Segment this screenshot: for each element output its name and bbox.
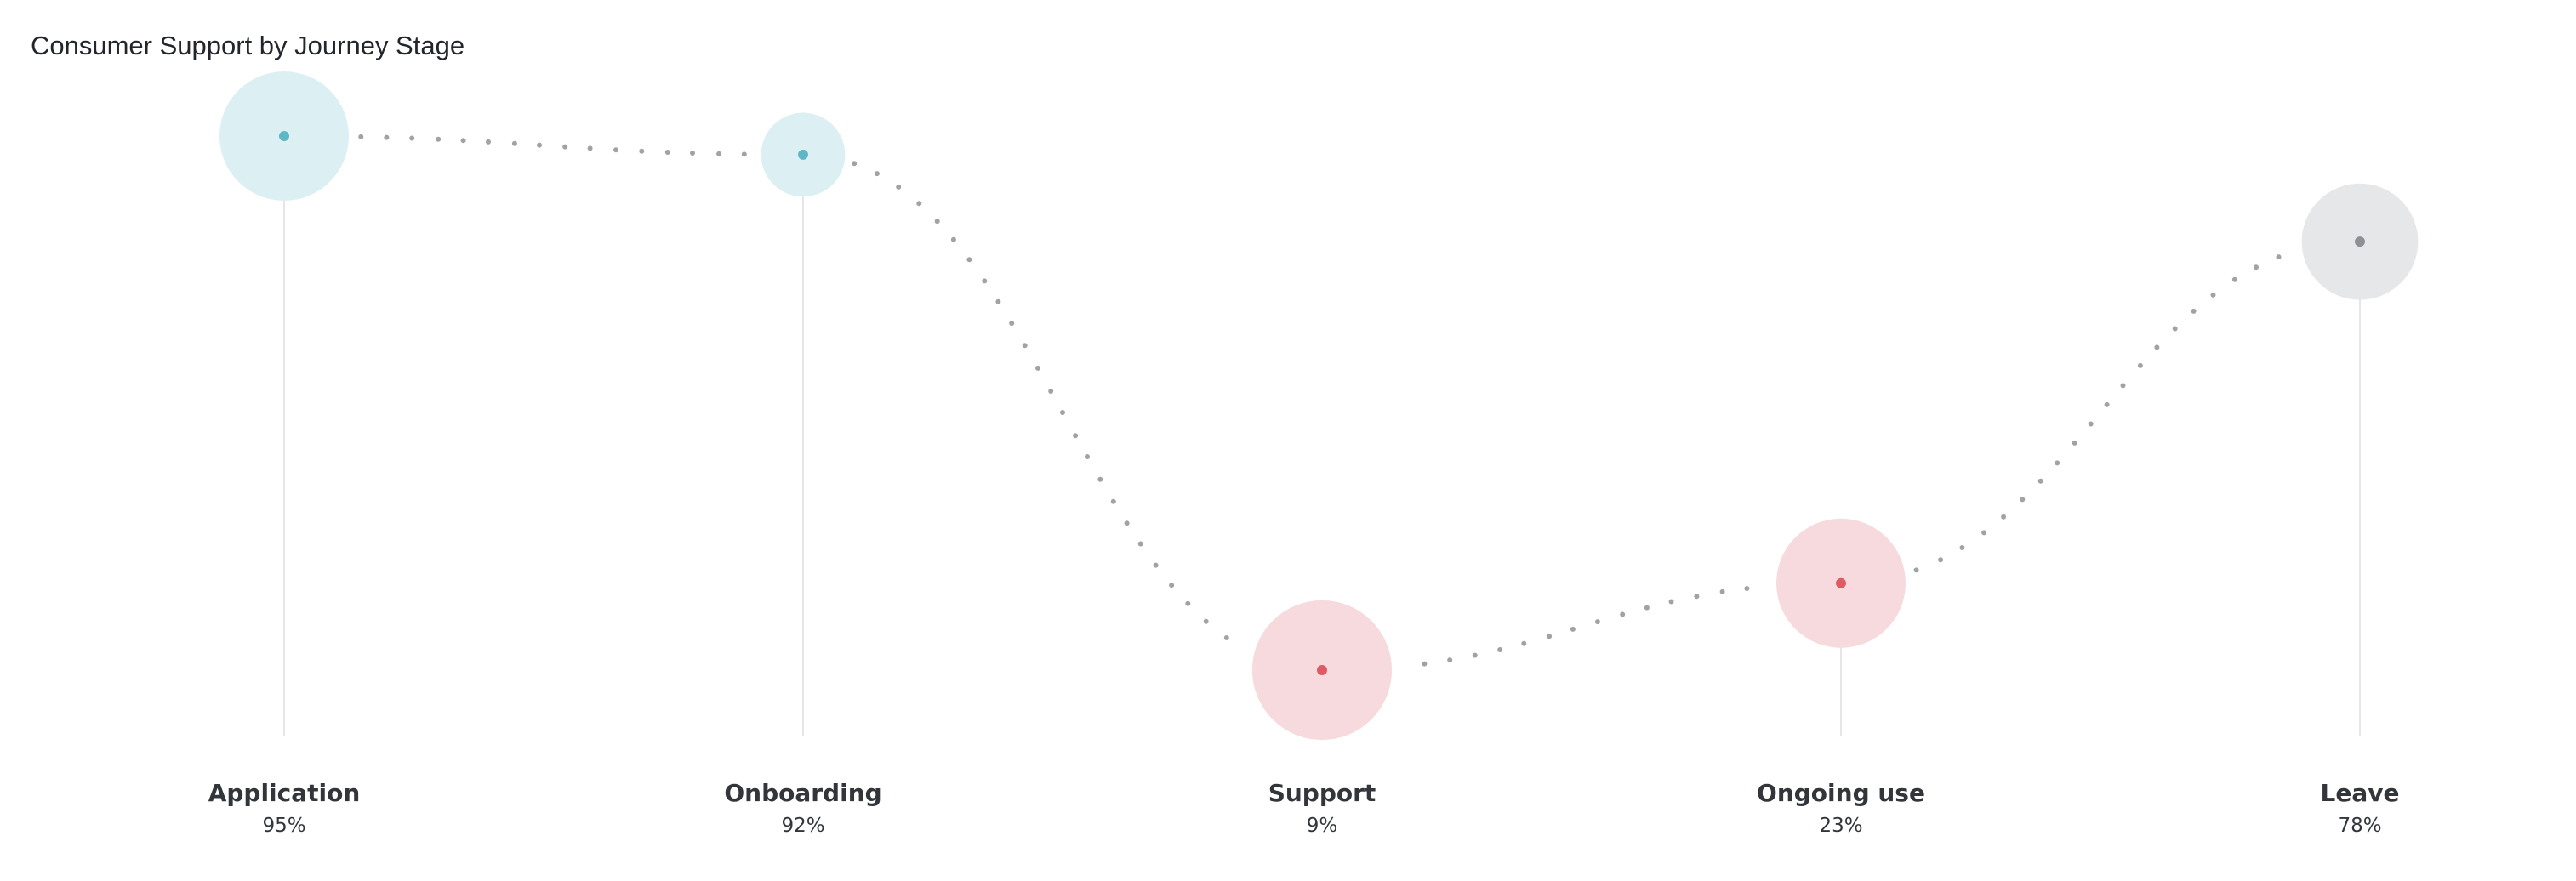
connector-dot xyxy=(1959,545,1965,550)
connector-dot xyxy=(2020,497,2026,503)
connector-dot xyxy=(896,184,902,190)
stage-label-2: Support xyxy=(1268,779,1376,807)
connector-dot xyxy=(537,142,542,148)
connector-dot xyxy=(1694,594,1700,600)
connector-dot xyxy=(1570,626,1576,632)
connector-dot xyxy=(1073,433,1079,439)
connector-dot xyxy=(1169,583,1175,588)
connector-dot xyxy=(1981,530,1987,536)
connector-dot xyxy=(2088,421,2094,427)
stage-value-label-2: 9% xyxy=(1307,815,1338,837)
connector-dot xyxy=(664,150,670,155)
connector-dot xyxy=(2104,401,2110,407)
connector-dot xyxy=(1048,389,1054,394)
stage-label-0: Application xyxy=(208,779,361,807)
connector-dot xyxy=(1110,498,1116,504)
connector-dot xyxy=(1203,618,1209,624)
connector-dot xyxy=(1594,619,1600,625)
connector-dot xyxy=(995,298,1001,304)
connector-dot xyxy=(2254,264,2259,270)
connector-dot xyxy=(587,145,593,151)
connector-dot xyxy=(2055,460,2060,466)
chart-title: Consumer Support by Journey Stage xyxy=(31,31,465,60)
connector-dot xyxy=(511,140,517,146)
connector-dot xyxy=(1422,661,1428,667)
connector-dot xyxy=(1447,657,1453,663)
data-point-3[interactable] xyxy=(1836,577,1846,588)
connector-dot xyxy=(2001,514,2007,520)
connector-dot xyxy=(1022,343,1028,349)
connector-dot xyxy=(409,135,415,141)
connector-dot xyxy=(2231,276,2237,282)
connector-dot xyxy=(2120,383,2126,389)
connector-dot xyxy=(2072,440,2077,446)
connector-dot xyxy=(1009,321,1015,327)
connector-dot xyxy=(384,134,390,140)
connector-dot xyxy=(2276,254,2282,260)
connector-dot xyxy=(1185,600,1191,606)
connector-dot xyxy=(2210,292,2216,298)
connector-dot xyxy=(1137,541,1143,547)
connector-dot xyxy=(486,139,491,145)
stage-value-label-4: 78% xyxy=(2338,815,2381,837)
connector-dot xyxy=(1913,567,1919,573)
connector-dot xyxy=(716,151,722,156)
stage-value-label-0: 95% xyxy=(262,815,305,837)
connector-dot xyxy=(1620,611,1626,617)
connector-dot xyxy=(1547,634,1553,639)
connector-dot xyxy=(1223,635,1229,640)
stage-label-3: Ongoing use xyxy=(1757,779,1925,807)
connector-dot xyxy=(2137,362,2143,368)
data-point-0[interactable] xyxy=(279,131,289,141)
connector-dot xyxy=(966,257,972,263)
connector-dot xyxy=(1719,588,1725,594)
stage-label-4: Leave xyxy=(2321,779,2400,807)
connector-dot xyxy=(982,278,988,284)
connector-dot xyxy=(852,161,858,167)
data-point-1[interactable] xyxy=(798,149,808,160)
stage-label-1: Onboarding xyxy=(724,779,881,807)
connector-dot xyxy=(1085,454,1090,459)
connector-dot xyxy=(460,138,466,144)
data-point-4[interactable] xyxy=(2355,236,2365,247)
connector-dot xyxy=(1035,365,1040,371)
connector-dot xyxy=(1472,652,1478,658)
connector-dot xyxy=(1938,557,1944,563)
connector-dot xyxy=(436,136,442,142)
connector-dot xyxy=(1124,520,1130,526)
connector-dot xyxy=(934,219,940,225)
connector-dot xyxy=(613,147,618,153)
connector-dot xyxy=(690,151,695,156)
connector-dot xyxy=(1668,599,1674,605)
connector-dot xyxy=(358,134,364,139)
connector-dot xyxy=(2037,478,2043,484)
connector-dot xyxy=(1097,476,1103,482)
data-point-2[interactable] xyxy=(1317,665,1327,675)
stage-value-label-1: 92% xyxy=(781,815,824,837)
connector-dot xyxy=(1644,605,1650,611)
connector-dot xyxy=(1521,640,1527,646)
connector-dot xyxy=(562,144,568,150)
connector-dot xyxy=(2154,344,2160,350)
connector-dot xyxy=(874,171,880,177)
connector-dot xyxy=(916,201,922,207)
connector-dot xyxy=(1153,562,1159,568)
connector-line xyxy=(358,134,2282,667)
stage-value-label-3: 23% xyxy=(1819,815,1862,837)
connector-dot xyxy=(2191,308,2197,314)
connector-dot xyxy=(1060,410,1065,415)
connector-dot xyxy=(639,148,645,154)
connector-dot xyxy=(1497,647,1503,652)
connector-dot xyxy=(1744,586,1750,591)
connector-dot xyxy=(2172,326,2178,332)
connector-dot xyxy=(741,151,747,157)
connector-dot xyxy=(950,236,956,242)
